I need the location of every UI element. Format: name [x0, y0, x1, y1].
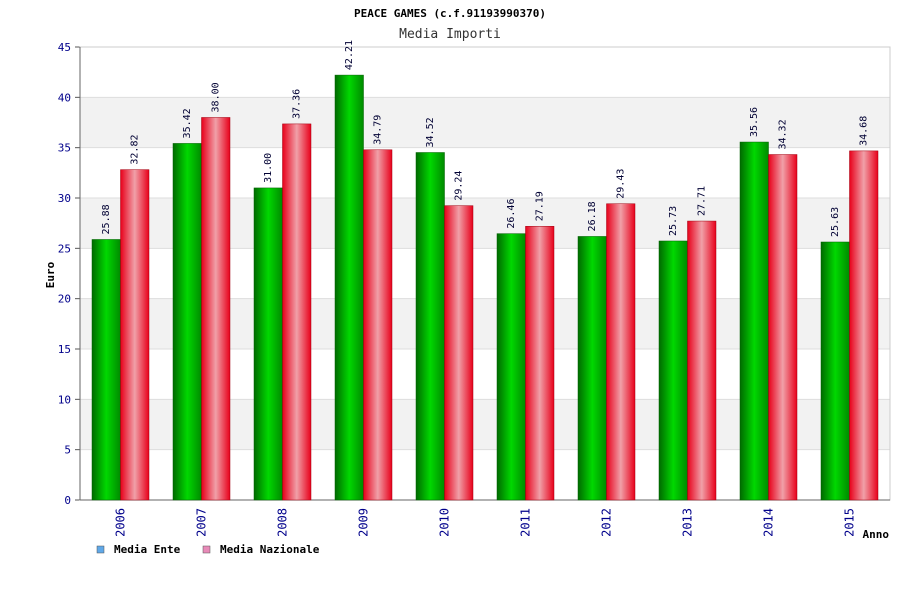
y-tick-label: 10 — [58, 393, 71, 406]
bar-media-nazionale-2008 — [282, 123, 312, 501]
bar-media-nazionale-2009 — [363, 149, 393, 501]
bar-media-ente-2012 — [577, 236, 607, 501]
data-label: 29.24 — [454, 171, 465, 201]
legend-swatch-media-nazionale — [202, 545, 211, 554]
bar-media-nazionale-2012 — [606, 203, 636, 501]
y-tick-label: 15 — [58, 343, 71, 356]
x-tick-label: 2011 — [519, 508, 533, 537]
bar-media-ente-2013 — [658, 240, 688, 501]
grid-band — [80, 47, 890, 98]
data-label: 27.19 — [535, 191, 546, 221]
y-tick-label: 5 — [64, 444, 71, 457]
x-tick-label: 2010 — [438, 508, 452, 537]
data-label: 31.00 — [263, 153, 274, 183]
bar-media-ente-2007 — [172, 143, 202, 501]
legend-label-media-ente: Media Ente — [114, 543, 181, 556]
bar-media-nazionale-2014 — [768, 154, 798, 501]
plot-area: 0 5 10 15 20 25 30 35 40 45 25.88 32.82 2006 35.42 38.… — [58, 40, 891, 537]
bar-media-ente-2015 — [820, 241, 850, 501]
legend: Media Ente Media Nazionale — [96, 543, 320, 556]
y-tick-label: 20 — [58, 293, 71, 306]
bar-media-ente-2010 — [415, 152, 445, 501]
bar-media-nazionale-2011 — [525, 226, 555, 501]
bar-media-ente-2011 — [496, 233, 526, 501]
y-tick-label: 45 — [58, 41, 71, 54]
bar-media-nazionale-2010 — [444, 205, 474, 501]
bar-media-ente-2009 — [334, 74, 364, 501]
data-label: 32.82 — [130, 135, 141, 165]
data-label: 35.42 — [182, 108, 193, 138]
data-label: 29.43 — [616, 169, 627, 199]
data-label: 26.46 — [506, 199, 517, 229]
data-label: 35.56 — [749, 107, 760, 137]
x-axis-label: Anno — [863, 528, 890, 541]
y-tick-label: 35 — [58, 142, 71, 155]
data-label: 34.32 — [778, 119, 789, 149]
chart-subtitle: Media Importi — [399, 27, 501, 42]
data-label: 26.18 — [587, 201, 598, 231]
legend-swatch-media-ente — [96, 545, 105, 554]
bar-media-nazionale-2006 — [120, 169, 150, 501]
x-tick-label: 2013 — [681, 508, 695, 537]
data-label: 38.00 — [211, 82, 222, 112]
bar-media-nazionale-2015 — [849, 150, 879, 501]
y-axis-label: Euro — [44, 261, 57, 288]
x-tick-label: 2015 — [843, 508, 857, 537]
data-label: 34.68 — [859, 116, 870, 146]
data-label: 34.79 — [373, 115, 384, 145]
x-tick-label: 2006 — [114, 508, 128, 537]
data-label: 37.36 — [292, 89, 303, 119]
bar-media-ente-2006 — [91, 239, 121, 501]
y-tick-label: 40 — [58, 91, 71, 104]
x-tick-label: 2014 — [762, 508, 776, 537]
bar-media-nazionale-2013 — [687, 220, 717, 501]
bar-media-ente-2014 — [739, 141, 769, 501]
data-label: 25.73 — [668, 206, 679, 236]
y-tick-label: 30 — [58, 192, 71, 205]
y-tick-label: 0 — [64, 494, 71, 507]
chart-title: PEACE GAMES (c.f.91193990370) — [354, 7, 546, 20]
x-tick-label: 2008 — [276, 508, 290, 537]
bar-media-ente-2008 — [253, 187, 283, 501]
data-label: 25.63 — [830, 207, 841, 237]
x-tick-label: 2012 — [600, 508, 614, 537]
x-tick-label: 2007 — [195, 508, 209, 537]
x-tick-label: 2009 — [357, 508, 371, 537]
data-label: 27.71 — [697, 186, 708, 216]
data-label: 42.21 — [344, 40, 355, 70]
bar-media-nazionale-2007 — [201, 117, 231, 501]
data-label: 25.88 — [101, 204, 112, 234]
data-label: 34.52 — [425, 117, 436, 147]
legend-label-media-nazionale: Media Nazionale — [220, 543, 320, 556]
y-tick-label: 25 — [58, 242, 71, 255]
